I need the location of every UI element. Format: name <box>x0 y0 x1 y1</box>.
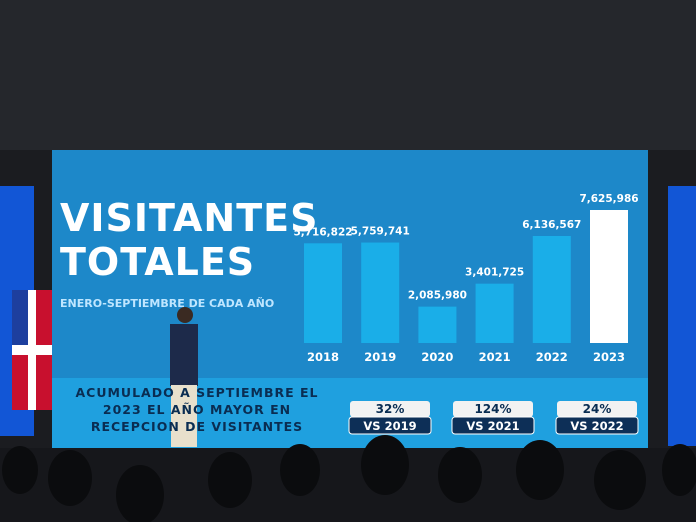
comparison-label: VS 2021 <box>466 419 519 433</box>
audience <box>2 435 696 522</box>
bar <box>590 210 628 343</box>
chart-title: VISITANTES TOTALES <box>60 196 319 284</box>
value-label: 2,085,980 <box>408 290 467 302</box>
x-tick-label: 2023 <box>593 350 625 364</box>
comparison-value: 32% <box>376 402 405 416</box>
comparison-value: 124% <box>474 402 511 416</box>
audience-area <box>0 448 696 522</box>
comparison-value: 24% <box>583 402 612 416</box>
side-panel <box>668 186 696 446</box>
value-label: 5,759,741 <box>351 226 410 238</box>
footnote: ACUMULADO A SEPTIEMBRE EL 2023 EL AÑO MA… <box>75 385 319 434</box>
chart-subtitle: ENERO-SEPTIEMBRE DE CADA AÑO <box>60 297 275 310</box>
bar <box>304 243 342 343</box>
comparison-tag <box>451 416 535 435</box>
x-tick-label: 2020 <box>421 350 453 364</box>
ceiling <box>0 0 696 150</box>
presenter <box>170 307 198 447</box>
comparison-badge <box>557 401 637 417</box>
value-label: 5,716,822 <box>293 226 352 238</box>
comparison-label: VS 2019 <box>363 419 416 433</box>
x-tick-label: 2022 <box>536 350 568 364</box>
value-label: 7,625,986 <box>579 193 638 205</box>
bar <box>418 306 457 343</box>
comparison-badge <box>350 401 430 417</box>
value-label: 6,136,567 <box>522 219 581 231</box>
comparison-label: VS 2022 <box>570 419 623 433</box>
value-label: 3,401,725 <box>465 267 524 279</box>
flag <box>12 290 52 410</box>
comparison-badge <box>453 401 533 417</box>
bar <box>475 283 514 343</box>
x-tick-label: 2019 <box>364 350 396 364</box>
comparison-tag <box>348 416 432 435</box>
bar <box>361 242 400 343</box>
x-tick-label: 2018 <box>307 350 339 364</box>
x-tick-label: 2021 <box>479 350 511 364</box>
bar <box>532 235 571 343</box>
comparison-tag <box>555 416 639 435</box>
